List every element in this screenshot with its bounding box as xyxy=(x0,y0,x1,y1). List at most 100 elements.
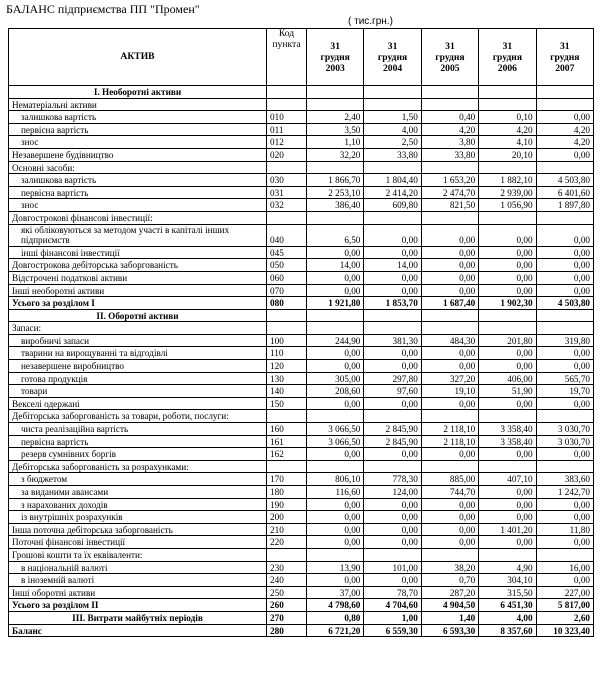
row-code: 045 xyxy=(266,245,307,260)
row-label: виробничі запаси xyxy=(8,333,267,348)
header-date-line: 2007 xyxy=(555,62,575,74)
row-code: 150 xyxy=(266,396,307,411)
row-value: 327,20 xyxy=(420,371,480,386)
row-code xyxy=(266,85,307,99)
row-value: 3 066,50 xyxy=(305,422,365,436)
table-row: готова продукція 130 305,00 297,80 327,20 406… xyxy=(8,371,595,386)
row-value xyxy=(478,547,537,562)
row-value: 0,00 xyxy=(535,535,595,549)
row-value: 0,00 xyxy=(420,283,480,298)
row-code xyxy=(266,160,307,175)
row-value: 806,10 xyxy=(305,472,365,486)
row-value: 20,10 xyxy=(478,147,537,162)
row-value: 8 357,60 xyxy=(478,623,537,638)
row-value: 0,00 xyxy=(363,497,422,512)
row-label: Довгострокова дебіторська заборгованість xyxy=(8,258,267,272)
table-row: І. Необоротні активи xyxy=(8,85,595,99)
row-value: 16,00 xyxy=(535,560,595,575)
table-row: Дебіторська заборгованість за розрахунка… xyxy=(8,459,595,474)
row-value: 0,00 xyxy=(535,258,595,272)
row-value: 0,00 xyxy=(420,522,480,537)
table-row: з бюджетом 170 806,10 778,30 885,00 407,10 383… xyxy=(8,472,595,486)
row-value: 305,00 xyxy=(305,371,365,386)
row-value: 201,80 xyxy=(478,333,537,348)
row-value xyxy=(420,547,480,562)
row-value xyxy=(305,160,365,175)
row-value: 0,00 xyxy=(478,270,537,285)
row-value: 381,30 xyxy=(363,333,422,348)
row-value: 5 817,00 xyxy=(535,598,595,612)
row-value: 0,00 xyxy=(535,283,595,298)
row-value: 4,20 xyxy=(420,122,480,137)
row-value: 2,40 xyxy=(305,110,365,124)
row-value xyxy=(478,97,537,112)
table-row: залишкова вартість 010 2,40 1,50 0,40 0,10 0,0… xyxy=(8,110,595,124)
table-row: Баланс 280 6 721,20 6 559,30 6 593,30 8 357,6… xyxy=(8,623,595,638)
table-row: Поточні фінансові інвестиції 220 0,00 0,00 0… xyxy=(8,535,595,549)
row-value: 885,00 xyxy=(420,472,480,486)
row-code: 031 xyxy=(266,185,307,200)
row-value xyxy=(535,308,595,323)
row-value: 0,00 xyxy=(305,522,365,537)
row-label: Усього за розділом І xyxy=(8,296,267,310)
row-value xyxy=(535,85,595,99)
row-value: 1,50 xyxy=(363,110,422,124)
row-value: 19,70 xyxy=(535,384,595,398)
row-value: 0,00 xyxy=(305,396,365,411)
row-label: чиста реалізаційна вартість xyxy=(8,422,267,436)
row-value: 406,00 xyxy=(478,371,537,386)
row-label: Довгострокові фінансові інвестиції: xyxy=(8,210,267,225)
row-value: 0,00 xyxy=(535,270,595,285)
row-value: 3 358,40 xyxy=(478,434,537,449)
row-code: 050 xyxy=(266,258,307,272)
row-value xyxy=(420,321,480,335)
row-label: первісна вартість xyxy=(8,122,267,137)
header-date-line: грудня xyxy=(377,51,408,63)
row-value: 0,00 xyxy=(363,270,422,285)
row-value: 0,00 xyxy=(305,359,365,373)
row-value: 6 451,30 xyxy=(478,598,537,612)
row-value: 0,00 xyxy=(305,346,365,361)
table-row: Інша поточна дебіторська заборгованість 2… xyxy=(8,522,595,537)
row-value: 2 474,70 xyxy=(420,185,480,200)
row-value: 1 687,40 xyxy=(420,296,480,310)
row-value: 3,50 xyxy=(305,122,365,137)
row-value: 10 323,40 xyxy=(535,623,595,638)
row-value: 0,00 xyxy=(535,346,595,361)
table-row: знос 012 1,10 2,50 3,80 4,10 4,20 xyxy=(8,135,595,149)
row-value xyxy=(535,97,595,112)
table-row: тварини на вирощуванні та відгодівлі 110 0… xyxy=(8,346,595,361)
row-code: 140 xyxy=(266,384,307,398)
row-value: 1 056,90 xyxy=(478,198,537,212)
table-row: в національній валюті 230 13,90 101,00 38,20… xyxy=(8,560,595,575)
row-value xyxy=(305,210,365,225)
header-date-line: 31 xyxy=(502,40,513,52)
row-value: 1 897,80 xyxy=(535,198,595,212)
row-value: 0,00 xyxy=(420,535,480,549)
row-value: 0,00 xyxy=(305,283,365,298)
header-code: Код пункта xyxy=(266,28,307,86)
row-code: 011 xyxy=(266,122,307,137)
row-value: 4,00 xyxy=(478,610,537,625)
row-value xyxy=(305,409,365,424)
row-value: 3 030,70 xyxy=(535,422,595,436)
row-value: 304,10 xyxy=(478,573,537,587)
row-value xyxy=(305,321,365,335)
row-value: 38,20 xyxy=(420,560,480,575)
row-code: 030 xyxy=(266,173,307,187)
row-code: 120 xyxy=(266,359,307,373)
row-code: 160 xyxy=(266,422,307,436)
row-value xyxy=(535,210,595,225)
table-row: Векселі одержані 150 0,00 0,00 0,00 0,00 0,00 xyxy=(8,396,595,411)
row-code: 161 xyxy=(266,434,307,449)
header-date-line: грудня xyxy=(550,51,580,63)
row-code: 012 xyxy=(266,135,307,149)
row-value: 0,00 xyxy=(363,535,422,549)
table-row: які обліковуються за методом участі в ка… xyxy=(8,223,595,247)
table-row: Усього за розділом ІІ 260 4 798,60 4 704,60… xyxy=(8,598,595,612)
table-body: І. Необоротні активи Нематеріальні активи… xyxy=(8,85,595,638)
row-value: 0,00 xyxy=(305,573,365,587)
table-row: інші фінансові інвестиції 045 0,00 0,00 0,00… xyxy=(8,245,595,260)
table-row: Нематеріальні активи xyxy=(8,97,595,112)
row-value: 33,80 xyxy=(363,147,422,162)
